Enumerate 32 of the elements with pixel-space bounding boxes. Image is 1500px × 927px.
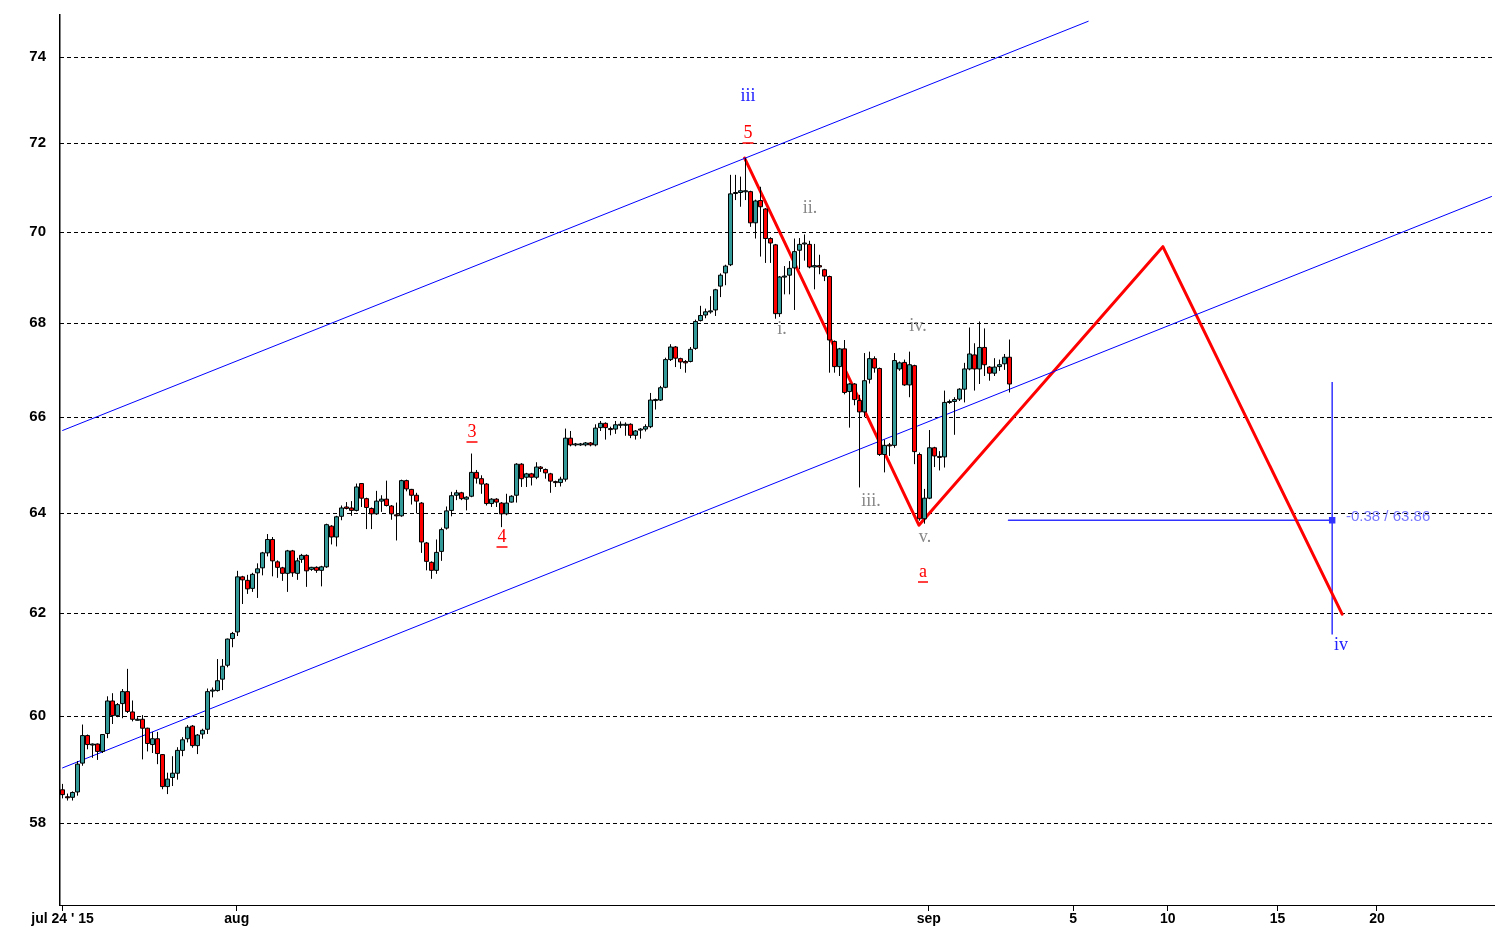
annotation: v. <box>918 525 932 546</box>
y-tick-label: 64 <box>29 503 47 521</box>
annotation: iii. <box>861 489 881 510</box>
y-tick-label: 74 <box>29 47 47 65</box>
y-tick-label: 70 <box>29 221 46 239</box>
candlestick <box>439 527 444 562</box>
x-tick-label: jul 24 ' 15 <box>30 910 94 927</box>
annotation: iv. <box>909 314 927 335</box>
y-tick-label: 58 <box>29 812 46 830</box>
annotation: 3 <box>467 420 477 441</box>
x-tick-label: 10 <box>1160 910 1176 927</box>
y-tick-label: 62 <box>29 603 46 621</box>
x-tick-label: sep <box>916 910 941 927</box>
annotation: iii <box>740 84 756 105</box>
x-tick-label: aug <box>224 910 250 927</box>
annotation: i. <box>777 317 787 338</box>
candlestick <box>255 562 260 599</box>
x-tick-label: 20 <box>1369 910 1385 927</box>
annotation: a <box>919 560 927 581</box>
y-tick-label: 66 <box>29 406 46 424</box>
y-tick-label: 72 <box>29 133 46 151</box>
annotation: 5 <box>743 121 753 142</box>
annotation: ii. <box>802 196 818 217</box>
candlestick <box>718 272 723 298</box>
x-tick-label: 15 <box>1269 910 1286 927</box>
y-tick-label: 60 <box>29 706 46 724</box>
annotation: -0.38 / 63.86 <box>1346 507 1431 525</box>
annotation: 4 <box>497 525 507 546</box>
y-tick-label: 68 <box>29 313 46 331</box>
annotation: iv <box>1333 633 1349 654</box>
x-tick-label: 5 <box>1069 910 1078 927</box>
candlestick <box>220 658 225 691</box>
